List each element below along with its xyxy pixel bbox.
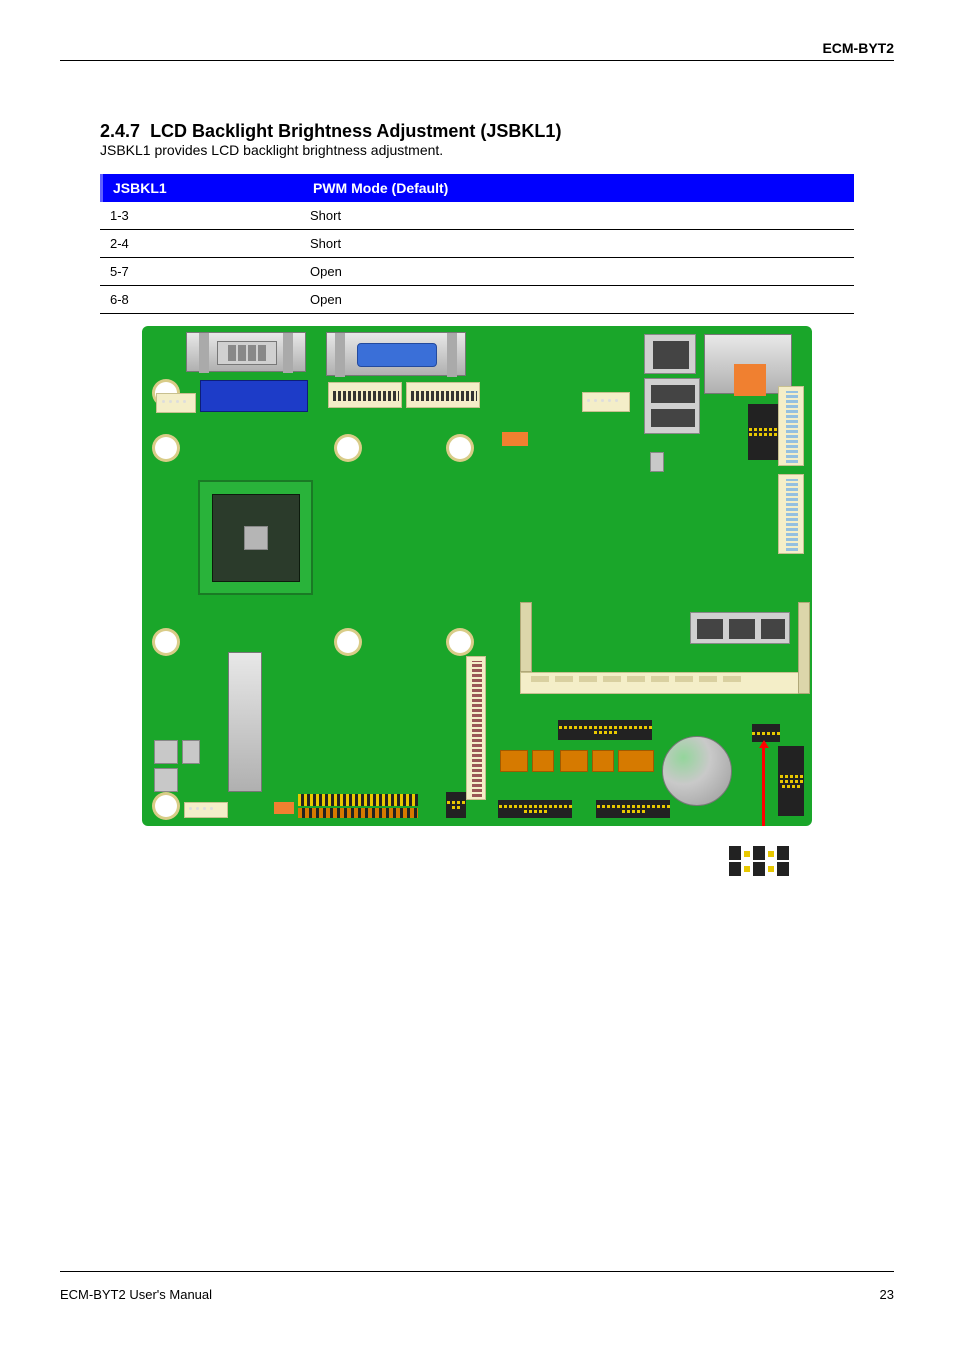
- cpu-die: [244, 526, 268, 550]
- pin-header: [596, 800, 670, 818]
- small-header: [582, 392, 630, 412]
- mounting-hole: [155, 437, 177, 459]
- orange-component: [274, 802, 294, 814]
- small-header: [184, 802, 228, 818]
- dimm-latch: [798, 602, 810, 694]
- config-table-header: JSBKL1 PWM Mode (Default): [100, 174, 854, 202]
- section-number: 2.4.7: [100, 121, 140, 141]
- cell-state: Short: [300, 202, 854, 230]
- pin-header: [498, 800, 572, 818]
- vertical-header: [466, 656, 486, 800]
- footer-page-number: 23: [880, 1287, 894, 1302]
- config-header-left: JSBKL1: [113, 180, 313, 196]
- gpio-header: [748, 404, 778, 460]
- mounting-hole: [155, 631, 177, 653]
- mounting-hole: [449, 631, 471, 653]
- dimm-latch: [520, 602, 532, 672]
- board-diagram: /*noop*/: [142, 326, 812, 836]
- cell-state: Open: [300, 286, 854, 314]
- table-row: 5-7Open: [100, 258, 854, 286]
- lvds-connector: [532, 750, 554, 772]
- header-conn: [406, 382, 480, 408]
- chipset: [154, 740, 178, 764]
- lvds-connector: [618, 750, 654, 772]
- pin-header-long: [298, 794, 418, 806]
- vga-connector: [326, 332, 466, 376]
- right-header: [778, 386, 804, 466]
- usb-stacked-port: [644, 378, 700, 434]
- pcb-board: /*noop*/: [142, 326, 812, 826]
- chipset: [154, 768, 178, 792]
- mounting-hole: [449, 437, 471, 459]
- chipset: [182, 740, 200, 764]
- config-header-right: PWM Mode (Default): [313, 180, 448, 196]
- cell-pins: 1-3: [100, 202, 300, 230]
- hdmi-connector: [200, 380, 308, 412]
- gpio-header: [778, 746, 804, 816]
- pin-header: [558, 720, 652, 740]
- orange-component: [734, 364, 766, 396]
- small-component: [650, 452, 664, 472]
- section-title-text: LCD Backlight Brightness Adjustment (JSB…: [150, 121, 561, 141]
- lvds-connector: [560, 750, 588, 772]
- footer-rule: [60, 1271, 894, 1272]
- footer-manual-title: ECM-BYT2 User's Manual: [60, 1287, 212, 1302]
- cell-pins: 6-8: [100, 286, 300, 314]
- pin-header-small: [446, 792, 466, 818]
- section-heading: 2.4.7 LCD Backlight Brightness Adjustmen…: [100, 121, 894, 142]
- config-table: 1-3Short 2-4Short 5-7Open 6-8Open: [100, 202, 854, 314]
- mounting-hole: [337, 631, 359, 653]
- table-row: 6-8Open: [100, 286, 854, 314]
- cell-state: Short: [300, 230, 854, 258]
- page-header-product: ECM-BYT2: [60, 40, 894, 56]
- header-rule: [60, 60, 894, 61]
- callout-line: [762, 748, 765, 826]
- cell-state: Open: [300, 258, 854, 286]
- callout-arrow-icon: [759, 740, 769, 748]
- rj45-port: [644, 334, 696, 374]
- lvds-connector: [500, 750, 528, 772]
- small-header: [156, 393, 196, 413]
- right-header: [778, 474, 804, 554]
- jumper-closeup: [729, 846, 789, 876]
- coin-battery: [662, 736, 732, 806]
- pin-header-long: [298, 808, 418, 818]
- cell-pins: 5-7: [100, 258, 300, 286]
- vertical-connector: [228, 652, 262, 792]
- cell-pins: 2-4: [100, 230, 300, 258]
- lvds-connector: [592, 750, 614, 772]
- table-row: 1-3Short: [100, 202, 854, 230]
- orange-small-component: [502, 432, 528, 446]
- mounting-hole: [155, 795, 177, 817]
- usb-header: [690, 612, 790, 644]
- header-conn: /*noop*/: [328, 382, 402, 408]
- sodimm-slot: [520, 672, 810, 694]
- section-description: JSBKL1 provides LCD backlight brightness…: [100, 142, 894, 158]
- mounting-hole: [337, 437, 359, 459]
- table-row: 2-4Short: [100, 230, 854, 258]
- serial-port-connector: [186, 332, 306, 372]
